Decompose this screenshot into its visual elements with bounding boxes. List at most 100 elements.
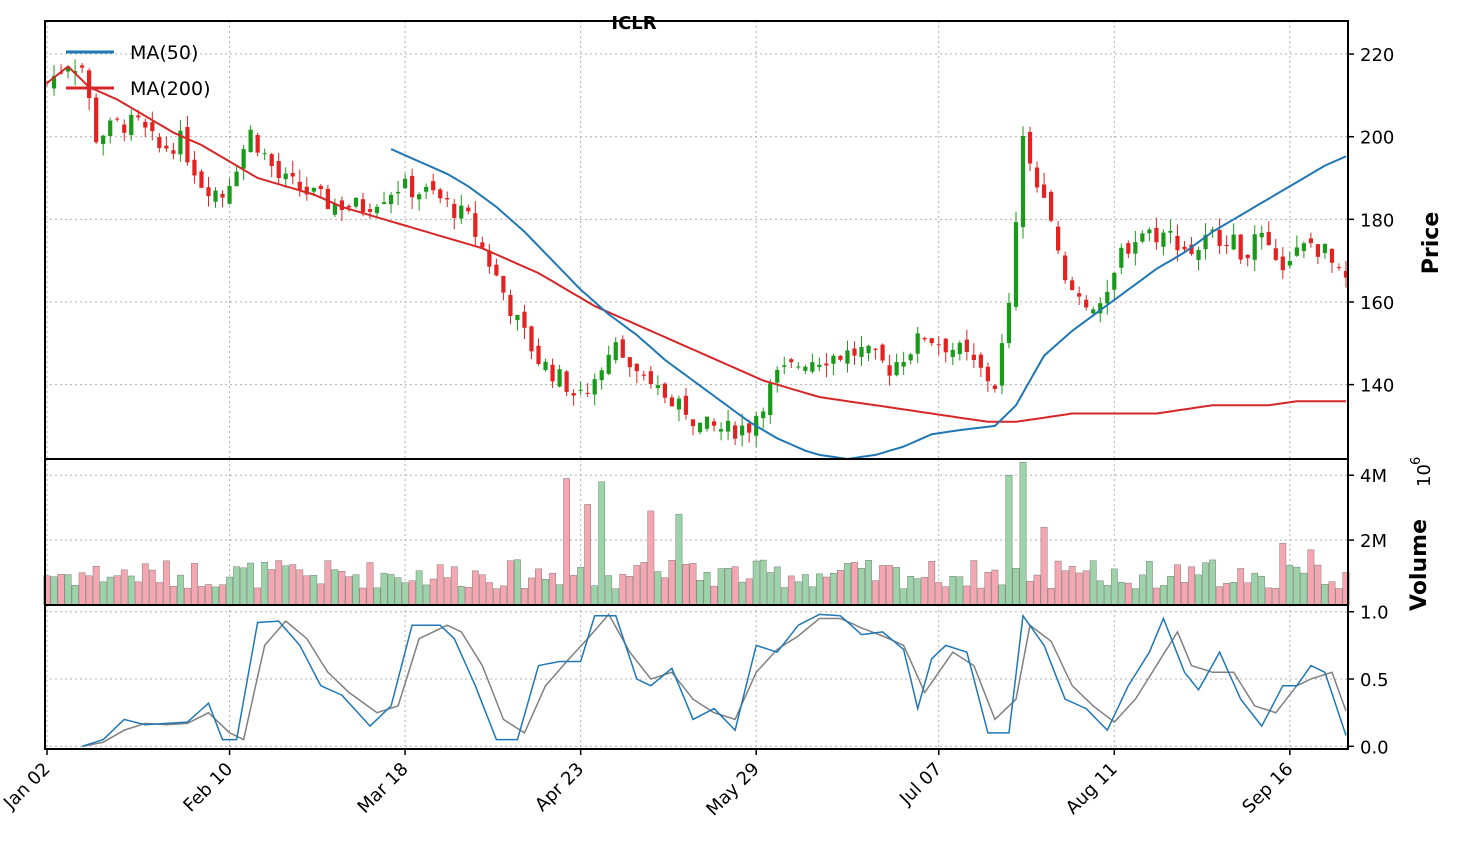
volume-bar-163	[1188, 566, 1195, 606]
volume-bar-178	[1293, 566, 1301, 606]
volume-bar-119	[879, 565, 886, 606]
volume-bar-91	[682, 564, 690, 606]
candle-body-71	[543, 361, 548, 371]
volume-bar-183	[1328, 581, 1336, 606]
candle-body-74	[564, 371, 569, 392]
volume-bar-31	[261, 562, 269, 606]
candle-body-122	[901, 361, 906, 367]
volume-bar-97	[724, 568, 732, 606]
volume-bar-112	[830, 573, 837, 606]
volume-bar-72	[549, 573, 556, 606]
candle-body-76	[578, 389, 583, 391]
volume-bar-177	[1286, 564, 1294, 606]
candle-body-120	[887, 365, 892, 376]
candle-body-140	[1027, 131, 1033, 164]
volume-multiplier: 10 6	[1409, 457, 1435, 487]
volume-bar-10	[113, 575, 121, 606]
candle-body-141	[1034, 167, 1040, 188]
volume-bar-70	[535, 568, 542, 606]
candle-body-143	[1048, 191, 1054, 221]
volume-bar-128	[942, 586, 950, 606]
candle-body-142	[1041, 184, 1047, 198]
volume-bar-121	[893, 567, 900, 606]
candle-body-34	[283, 173, 288, 180]
candle-body-138	[1013, 222, 1019, 307]
candle-body-104	[775, 369, 780, 383]
volume-bar-15	[148, 569, 156, 606]
candle-body-59	[459, 205, 464, 219]
volume-bar-53	[415, 570, 423, 606]
candle-body-62	[480, 242, 485, 248]
volume-multiplier-base: 10	[1414, 464, 1435, 487]
volume-bar-107	[794, 581, 802, 606]
volume-bar-145	[1061, 570, 1069, 606]
ma50-line	[390, 148, 1347, 461]
volume-bar-104	[773, 566, 781, 606]
volume-bar-55	[429, 578, 437, 606]
volume-bar-77	[584, 504, 592, 606]
candle-body-84	[634, 363, 639, 372]
volume-bar-62	[478, 574, 486, 606]
volume-bar-76	[577, 566, 585, 606]
candle-body-23	[206, 187, 211, 197]
date-tick-label-1: Feb 10	[179, 759, 237, 817]
candle-body-28	[241, 149, 246, 169]
candle-body-144	[1056, 226, 1061, 251]
date-tick-label-0: Jan 02	[0, 759, 55, 814]
volume-bar-44	[352, 574, 360, 606]
candle-body-12	[129, 114, 134, 135]
candle-body-161	[1175, 235, 1180, 251]
volume-bar-155	[1131, 588, 1139, 606]
candle-body-96	[718, 429, 724, 432]
volume-bar-109	[808, 586, 816, 606]
volume-bar-93	[696, 579, 704, 606]
legend-ma50-label: MA(50)	[130, 42, 198, 64]
volume-bar-45	[359, 587, 367, 606]
candle-body-92	[690, 419, 696, 427]
volume-bar-106	[787, 575, 795, 606]
volume-bar-4	[71, 585, 79, 606]
candle-body-20	[185, 127, 190, 163]
volume-bar-116	[858, 567, 865, 606]
candle-body-64	[494, 264, 499, 276]
volume-bar-132	[970, 560, 978, 606]
candle-body-160	[1168, 230, 1173, 233]
volume-bar-12	[127, 575, 135, 606]
volume-bar-101	[752, 560, 760, 606]
volume-bar-100	[745, 578, 753, 606]
candle-body-7	[94, 97, 99, 143]
volume-bar-157	[1146, 561, 1153, 606]
volume-bar-78	[591, 585, 599, 606]
volume-bar-92	[689, 563, 697, 606]
candle-body-89	[669, 397, 675, 407]
candle-body-70	[536, 345, 541, 364]
volume-bar-162	[1181, 581, 1188, 606]
ma200-line	[46, 65, 1346, 423]
candle-body-123	[908, 354, 913, 361]
price-tick-label-0: 140	[1360, 376, 1394, 397]
candle-body-98	[733, 425, 738, 439]
date-tick-label-2: Mar 18	[354, 759, 413, 818]
volume-bar-171	[1244, 582, 1252, 606]
volume-bar-138	[1012, 568, 1020, 606]
candle-body-147	[1077, 293, 1082, 297]
volume-bar-36	[296, 569, 304, 606]
volume-bar-98	[731, 566, 739, 606]
candle-body-3	[65, 67, 71, 72]
candle-body-136	[999, 343, 1005, 386]
candle-body-145	[1063, 255, 1068, 281]
candle-body-167	[1217, 230, 1222, 246]
candle-body-169	[1231, 234, 1236, 250]
volume-bar-14	[141, 563, 149, 606]
candle-body-162	[1182, 246, 1187, 250]
candle-body-163	[1189, 244, 1194, 254]
date-axis-ticks: Jan 02 Feb 10 Mar 18 Apr 23 May 29 Jul 07 Aug …	[0, 749, 1297, 820]
oscillator-panel-frame	[44, 604, 1349, 750]
candle-body-52	[410, 175, 415, 198]
candle-body-107	[796, 366, 801, 368]
candle-body-106	[789, 359, 794, 363]
candle-body-16	[157, 137, 162, 148]
candle-body-5	[80, 65, 85, 68]
volume-bar-180	[1307, 549, 1315, 606]
